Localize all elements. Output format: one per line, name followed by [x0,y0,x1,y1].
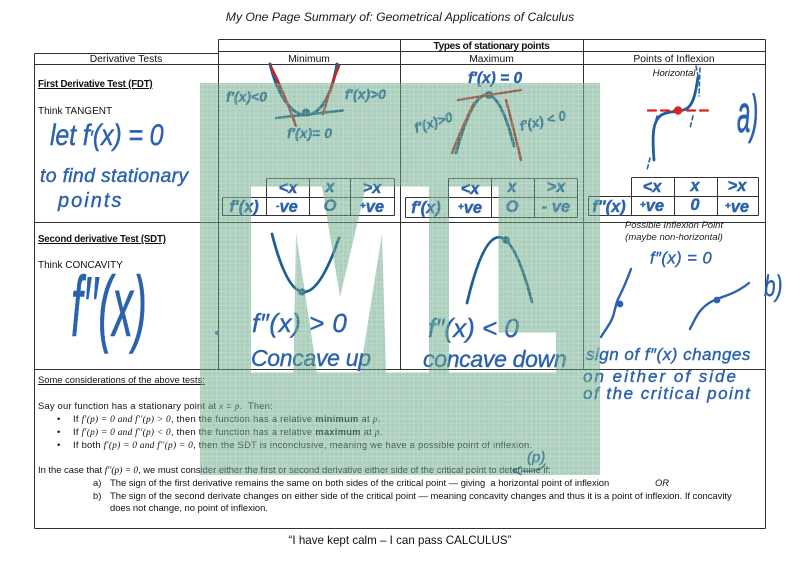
svg-text:sign of f″(x) changes: sign of f″(x) changes [586,345,751,364]
svg-text:points: points [57,190,123,212]
svg-text:- ve: - ve [542,198,570,216]
svg-text:f′(x): f′(x) [229,198,259,216]
svg-text:x: x [506,178,517,196]
svg-text:0: 0 [690,196,700,214]
svg-text:+ve: +ve [458,199,482,217]
svg-text:<x: <x [643,178,663,196]
svg-text:O: O [324,197,337,215]
svg-text:f′′(x): f′′(x) [71,260,147,355]
svg-text:>x: >x [728,177,748,195]
svg-text:f″(x) < 0: f″(x) < 0 [428,313,519,343]
svg-text:f′(x) = 0: f′(x) = 0 [468,70,522,87]
svg-text:>x: >x [363,179,383,197]
svg-text:>x: >x [547,178,567,196]
svg-text:f″(x) = 0: f″(x) = 0 [650,250,712,268]
svg-text:f′′(x): f′′(x) [592,198,626,216]
svg-text:b): b) [764,270,782,303]
svg-text:f′(x): f′(x) [411,199,441,217]
svg-text:concave down: concave down [423,346,566,372]
svg-text:let f′(x) = 0: let f′(x) = 0 [50,118,163,151]
svg-text:of the critical point: of the critical point [583,384,752,403]
svg-text:O: O [506,198,519,216]
svg-text:<x: <x [461,180,481,198]
svg-text:+ve: +ve [360,198,384,216]
svg-text:+ve: +ve [640,197,664,215]
svg-text:on either of side: on either of side [583,367,738,386]
svg-text:x: x [689,177,700,195]
svg-text:f′(x)>0: f′(x)>0 [345,86,386,102]
svg-text:to find stationary: to find stationary [40,165,189,187]
svg-text:f′(x)= 0: f′(x)= 0 [287,125,332,141]
svg-text:Concave up: Concave up [251,345,371,371]
svg-text:a): a) [737,84,758,143]
svg-text:-ve: -ve [276,198,298,216]
svg-text:f′(x) < 0: f′(x) < 0 [518,108,568,134]
svg-text:+ve: +ve [725,198,749,216]
svg-text:x: x [324,178,335,196]
svg-text:<x: <x [279,179,299,197]
svg-text:f′(x)>0: f′(x)>0 [412,109,455,136]
svg-text:f″(x) > 0: f″(x) > 0 [252,308,347,338]
svg-text:f′(x)<0: f′(x)<0 [226,89,267,105]
